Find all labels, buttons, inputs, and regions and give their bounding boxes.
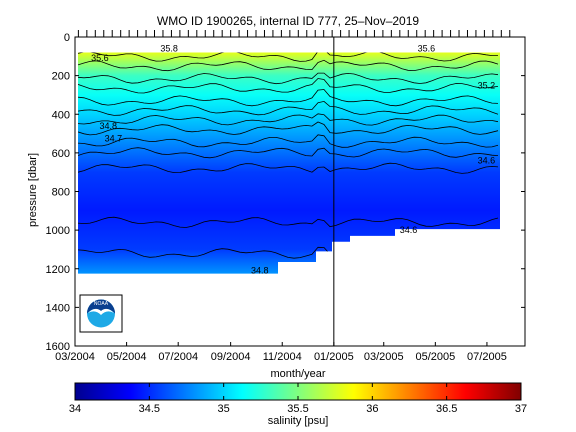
contour-label: 35.6 (91, 53, 109, 63)
y-tick-label: 600 (52, 148, 70, 160)
contour-label: 34.6 (400, 225, 418, 235)
colorbar-tick-label: 36 (366, 403, 378, 415)
contour-labels: 35.8 35.6 35.6 35.2 34.8 34.7 34.6 34.6 34.8 (91, 44, 495, 276)
colorbar: 34 34.5 35 35.5 36 36.5 37 salinity [psu] (69, 382, 527, 427)
contour-line (78, 147, 499, 159)
x-tick-label: 03/2005 (364, 351, 404, 363)
contour-line (78, 113, 499, 126)
contour-line (78, 216, 499, 228)
contour-line (78, 134, 499, 148)
contour-line (78, 59, 499, 72)
x-tick-label: 05/2004 (107, 351, 147, 363)
x-tick-label: 07/2005 (467, 351, 507, 363)
logo-sky (87, 299, 115, 314)
colorbar-tick-label: 37 (515, 403, 527, 415)
contour-label: 34.8 (100, 121, 118, 131)
contour-label: 34.8 (251, 266, 269, 276)
x-tick-label: 01/2005 (314, 351, 354, 363)
x-tick-label: 07/2004 (158, 351, 198, 363)
contour-line (78, 121, 499, 136)
y-tick-label: 800 (52, 187, 70, 199)
y-axis: 0 200 400 600 800 1000 1200 1400 1600 (46, 32, 525, 353)
y-tick-label: 0 (64, 32, 70, 44)
logo-bird (88, 308, 114, 315)
y-tick-label: 1400 (46, 302, 70, 314)
y-tick-label: 1600 (46, 341, 70, 353)
contour-label: 35.6 (418, 44, 436, 54)
top-profile-ticks (77, 30, 511, 37)
plot-area: 35.8 35.6 35.6 35.2 34.8 34.7 34.6 34.6 34.8 03/… (46, 30, 526, 363)
contour-line (78, 162, 499, 174)
colorbar-ticks: 34 34.5 35 35.5 36 36.5 37 (69, 383, 527, 415)
y-tick-label: 1200 (46, 264, 70, 276)
colorbar-tick-label: 34 (69, 403, 81, 415)
colorbar-tick-label: 35 (218, 403, 230, 415)
x-tick-label: 09/2004 (211, 351, 251, 363)
contour-label: 35.8 (160, 44, 178, 54)
contour-line (78, 52, 499, 62)
x-tick-label: 11/2004 (263, 351, 302, 363)
chart-title: WMO ID 1900265, internal ID 777, 25–Nov–… (157, 14, 419, 28)
colorbar-tick-label: 35.5 (287, 403, 308, 415)
contour-label: 35.2 (478, 80, 496, 90)
y-tick-label: 1000 (46, 225, 70, 237)
x-tick-label: 05/2005 (415, 351, 455, 363)
x-axis-label: month/year (270, 368, 325, 380)
y-axis-label: pressure [dbar] (27, 153, 39, 227)
contour-line (78, 78, 499, 94)
x-tick-label: 03/2004 (55, 351, 95, 363)
contour-line (78, 89, 499, 107)
contour-label: 34.6 (478, 156, 496, 166)
contour-lines (78, 52, 499, 259)
contour-label: 34.7 (105, 133, 123, 143)
y-tick-label: 200 (52, 71, 70, 83)
colorbar-label: salinity [psu] (268, 415, 329, 427)
contour-line (78, 72, 499, 85)
colorbar-tick-label: 34.5 (139, 403, 160, 415)
y-tick-label: 400 (52, 109, 70, 121)
x-axis: 03/2004 05/2004 07/2004 09/2004 11/2004 01/20… (55, 342, 507, 363)
logo-text: NOAA (94, 301, 109, 307)
noaa-logo: NOAA (79, 294, 123, 333)
contour-line (78, 100, 499, 116)
colorbar-tick-label: 36.5 (436, 403, 457, 415)
